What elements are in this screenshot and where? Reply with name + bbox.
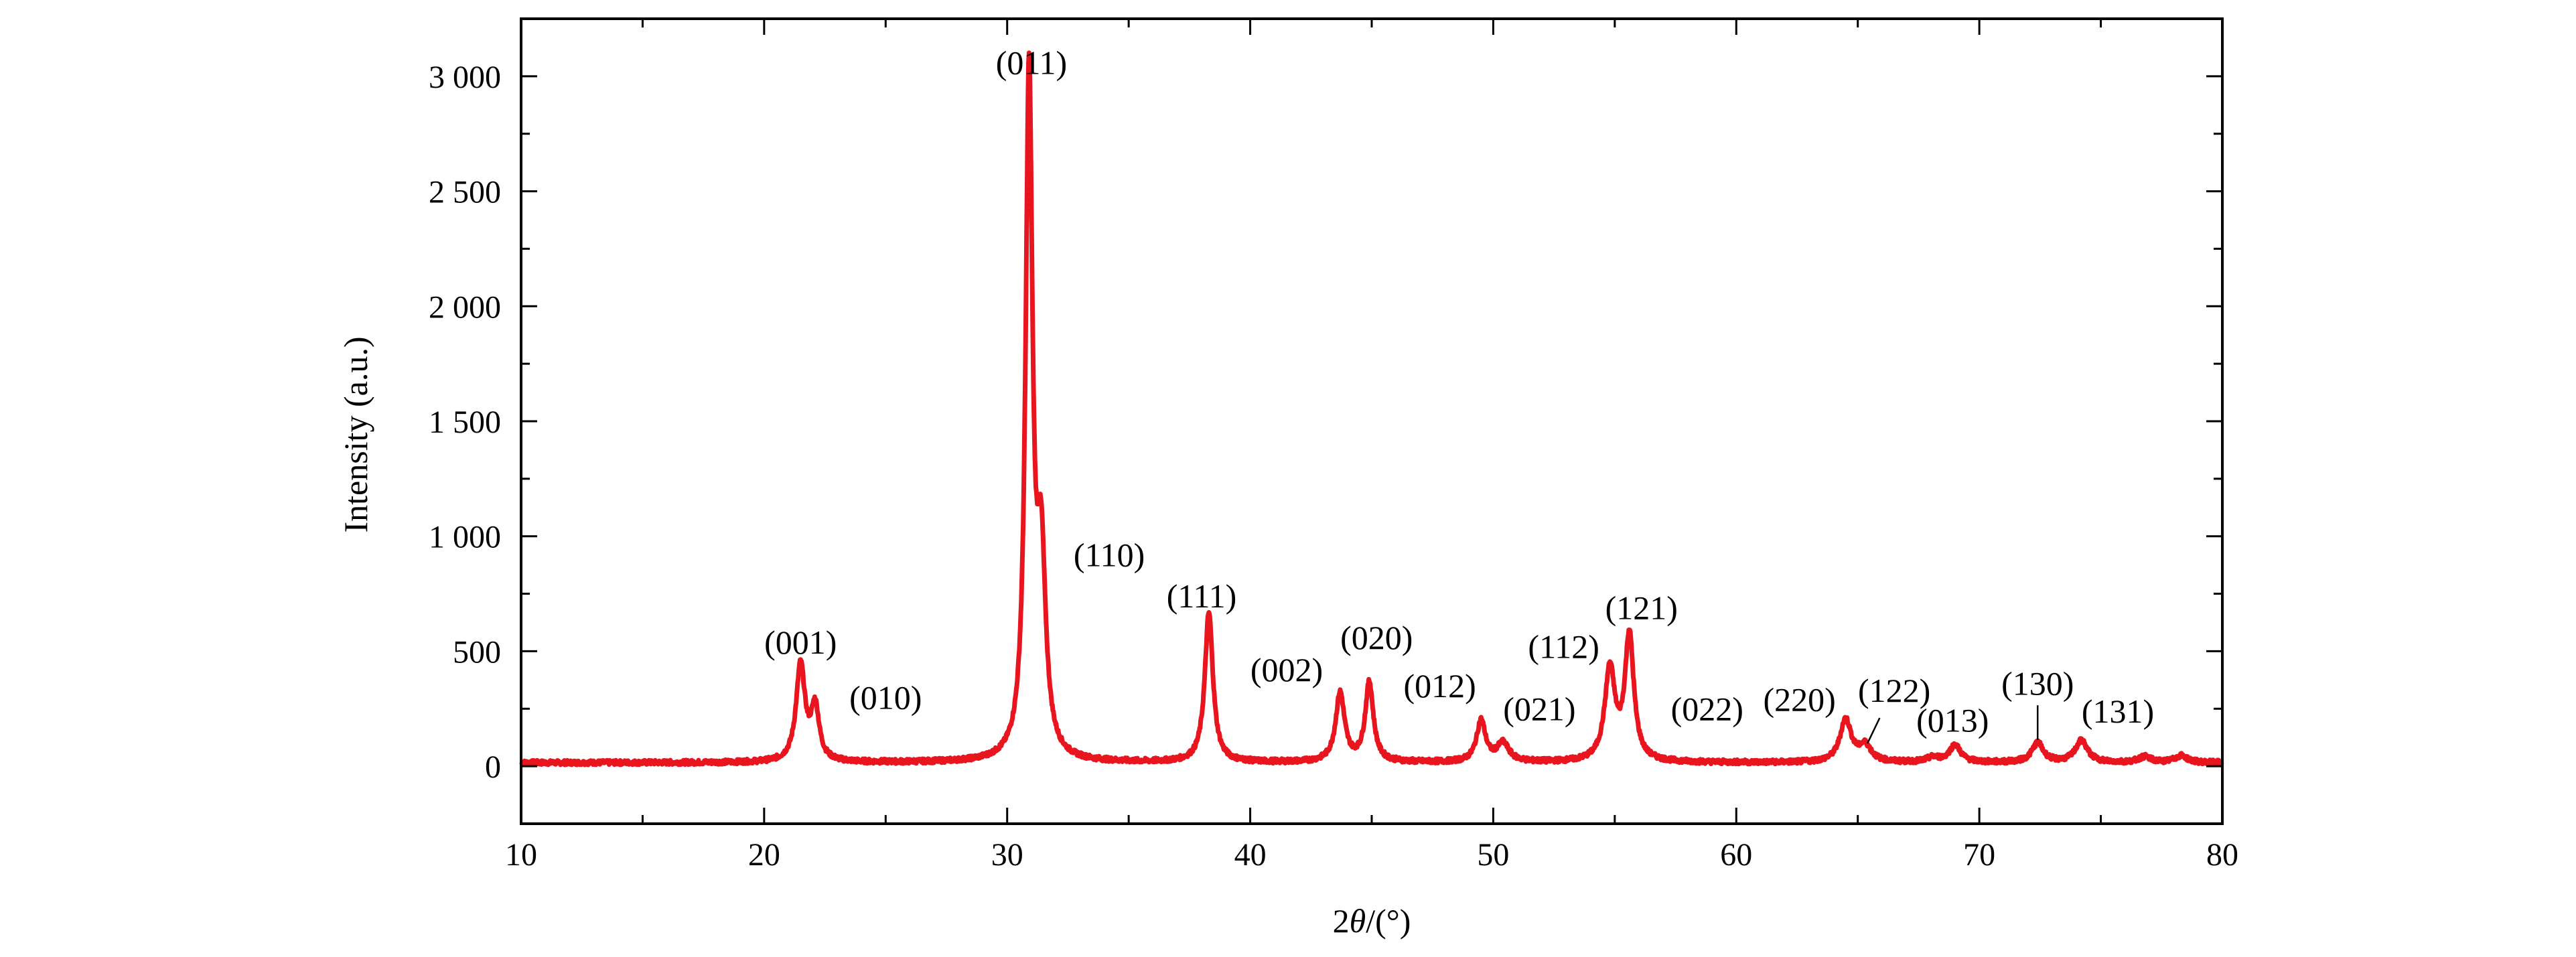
peak-label: (011) <box>996 44 1067 81</box>
peak-label: (020) <box>1340 619 1413 656</box>
peak-label: (013) <box>1916 702 1989 739</box>
x-tick-label: 50 <box>1477 837 1509 873</box>
x-tick-label: 30 <box>991 837 1023 873</box>
y-tick-label: 3 000 <box>429 60 501 95</box>
x-tick-label: 20 <box>748 837 780 873</box>
y-tick-label: 1 000 <box>429 520 501 555</box>
peak-label: (220) <box>1763 681 1835 719</box>
peak-label: (002) <box>1250 651 1323 688</box>
peak-annotations: (001) (010) (011) (110) (111) (002) (020) (012)… <box>764 44 2154 744</box>
peak-label: (110) <box>1074 536 1145 573</box>
peak-label: (122) <box>1858 672 1930 709</box>
x-axis-title-symbol: θ <box>1350 902 1366 940</box>
peak-label: (021) <box>1503 690 1575 727</box>
x-axis-title-suffix: /(°) <box>1366 902 1411 940</box>
x-tick-label: 10 <box>505 837 537 873</box>
peak-label: (010) <box>849 678 922 716</box>
peak-label: (121) <box>1605 589 1678 626</box>
x-tick-label: 60 <box>1720 837 1752 873</box>
peak-label: (130) <box>2001 665 2074 703</box>
peak-label: (022) <box>1671 690 1743 727</box>
peak-label: (001) <box>764 623 837 661</box>
y-tick-label: 500 <box>453 634 501 670</box>
y-tick-label: 0 <box>485 749 501 785</box>
xrd-pattern-line <box>519 50 2224 767</box>
x-tick-label: 80 <box>2206 837 2238 873</box>
peak-label: (012) <box>1403 667 1476 705</box>
leader-line-122 <box>1867 717 1881 744</box>
y-axis-title: Intensity (a.u.) <box>337 337 374 533</box>
y-axis: 0 500 1 000 1 500 2 000 2 500 3 000 <box>429 17 2222 825</box>
peak-label: (112) <box>1528 628 1599 666</box>
y-tick-label: 2 500 <box>429 175 501 210</box>
x-axis-title: 2θ/(°) <box>1333 902 1411 940</box>
y-tick-label: 2 000 <box>429 289 501 325</box>
peak-label: (131) <box>2082 692 2154 730</box>
x-axis-title-prefix: 2 <box>1333 902 1350 940</box>
x-tick-label: 40 <box>1234 837 1267 873</box>
y-tick-label: 1 500 <box>429 404 501 440</box>
x-axis: 10 20 30 40 50 60 70 80 <box>505 19 2238 873</box>
plot-area <box>519 50 2224 767</box>
peak-label: (111) <box>1167 577 1237 615</box>
x-tick-label: 70 <box>1963 837 1995 873</box>
